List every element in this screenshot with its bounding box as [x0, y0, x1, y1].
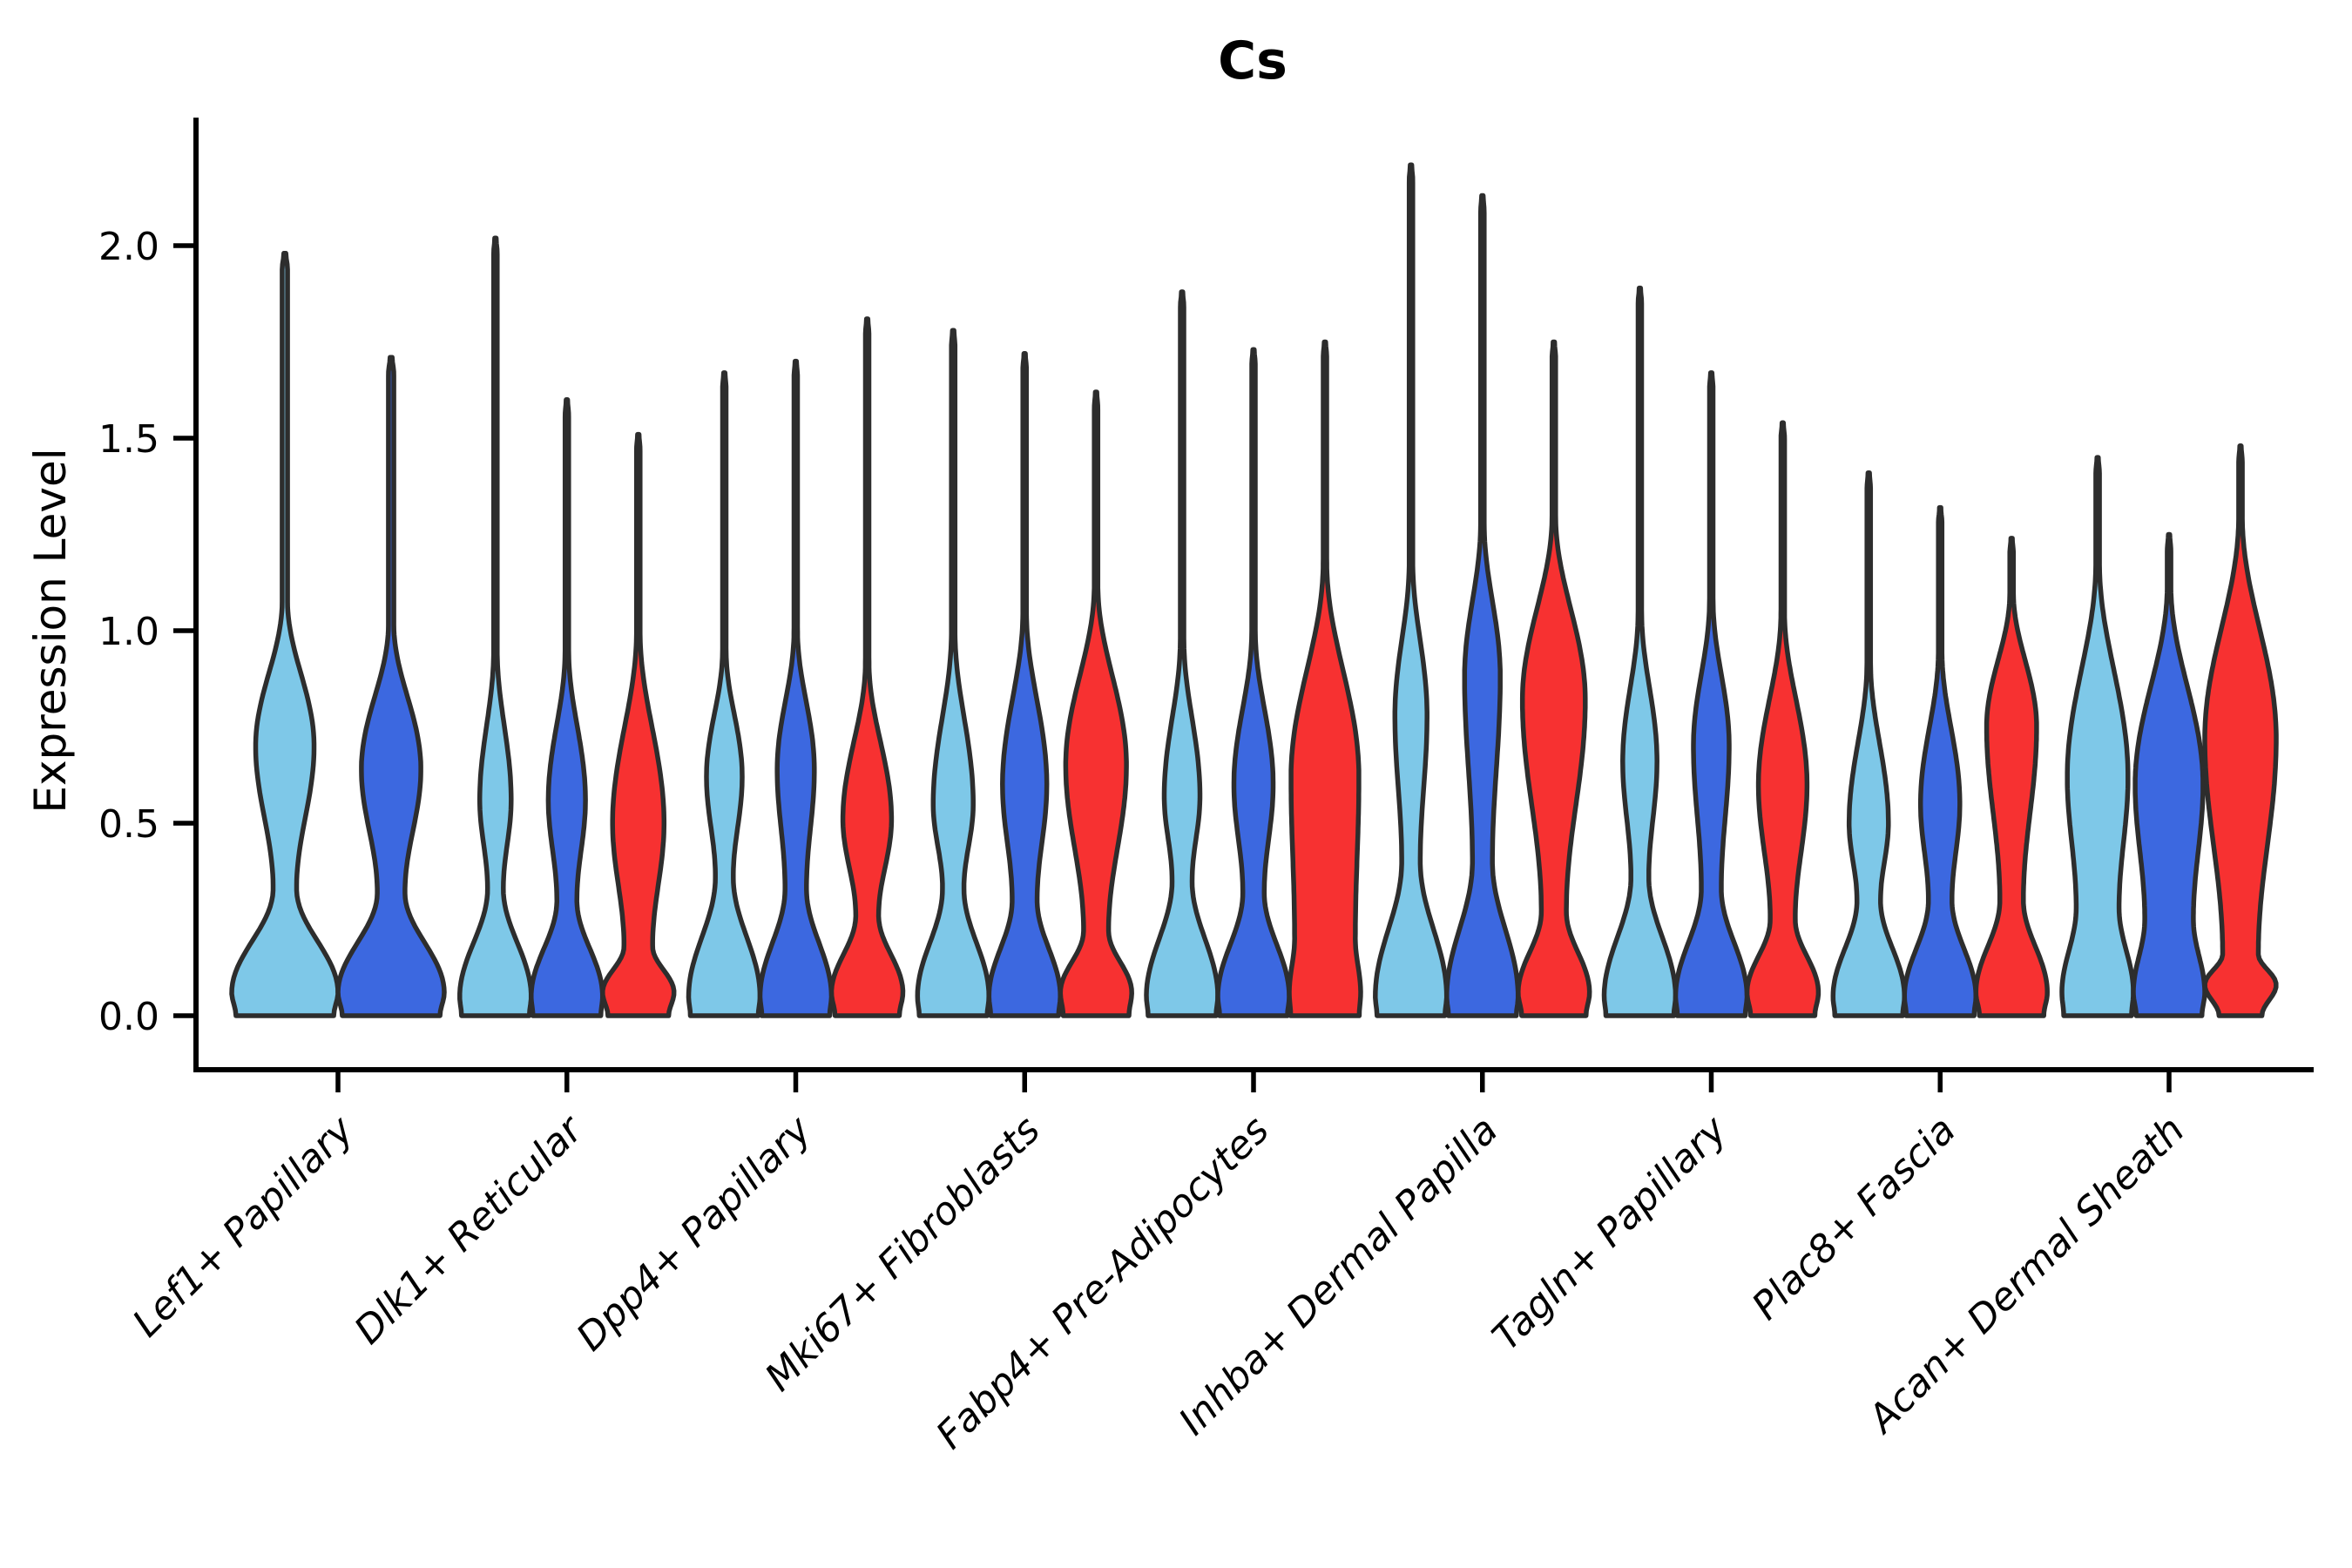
- x-tick-label-8: Plac8+ Fascia: [1744, 1108, 1964, 1328]
- violin-inhba-series2: [1444, 193, 1521, 1018]
- x-tick-label-1: Lef1+ Papillary: [125, 1107, 363, 1346]
- violin-dlk1-series3: [600, 431, 677, 1018]
- violin-dpp4-series3: [828, 316, 906, 1018]
- violin-group-8: [1830, 470, 2050, 1018]
- y-tick-label: 0.0: [98, 995, 159, 1039]
- violin-fabp4-series2: [1215, 347, 1292, 1018]
- violin-fabp4-series1: [1144, 289, 1220, 1018]
- violin-group-9: [2059, 443, 2279, 1018]
- violin-tagln-series2: [1673, 370, 1750, 1018]
- violin-inhba-series1: [1373, 162, 1450, 1018]
- violin-group-4: [915, 328, 1134, 1018]
- violin-dpp4-series2: [757, 358, 835, 1018]
- chart-title: Cs: [1218, 30, 1288, 91]
- violin-dpp4-series1: [686, 370, 763, 1018]
- y-tick-label: 0.5: [98, 802, 159, 847]
- violin-group-7: [1601, 285, 1821, 1018]
- violin-mki67-series3: [1058, 389, 1134, 1018]
- x-tick-label-2: Dlk1+ Reticular: [346, 1106, 592, 1353]
- violin-plac8-series3: [1973, 536, 2050, 1018]
- violin-acan-series3: [2202, 443, 2279, 1018]
- violin-tagln-series1: [1601, 285, 1679, 1018]
- y-tick-label: 1.5: [98, 417, 159, 462]
- violin-acan-series1: [2059, 455, 2136, 1018]
- violin-fabp4-series3: [1287, 339, 1363, 1018]
- violin-group-1: [229, 251, 447, 1018]
- y-tick-label: 1.0: [98, 610, 159, 654]
- violin-mki67-series2: [986, 351, 1063, 1018]
- x-tick-label-7: Tagln+ Papillary: [1484, 1107, 1736, 1359]
- violin-tagln-series3: [1744, 420, 1821, 1018]
- y-axis-label: Expression Level: [25, 448, 76, 813]
- violin-lef1-series2: [335, 355, 447, 1018]
- violin-group-5: [1144, 289, 1363, 1018]
- violin-plac8-series1: [1830, 470, 1907, 1018]
- violin-group-2: [457, 235, 677, 1018]
- y-tick-label: 2.0: [98, 225, 159, 269]
- x-tick-label-3: Dpp4+ Papillary: [568, 1107, 821, 1360]
- violin-acan-series2: [2131, 531, 2207, 1018]
- violin-group-6: [1373, 162, 1592, 1018]
- violin-group-3: [686, 316, 906, 1018]
- violins-layer: [229, 162, 2279, 1018]
- violin-dlk1-series2: [529, 397, 605, 1018]
- violin-mki67-series1: [915, 328, 991, 1018]
- violin-plac8-series2: [1902, 504, 1978, 1018]
- axes-layer: [173, 118, 2314, 1092]
- violin-dlk1-series1: [457, 235, 534, 1018]
- violin-inhba-series3: [1516, 339, 1592, 1018]
- violin-lef1-series1: [229, 251, 341, 1018]
